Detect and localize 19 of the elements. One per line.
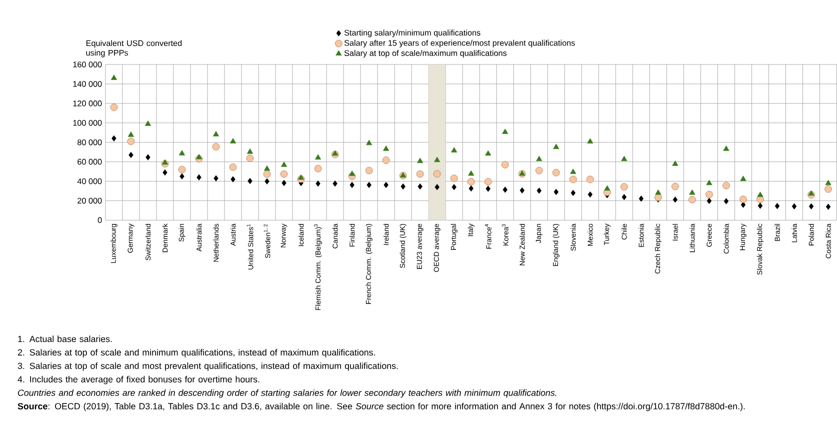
y-tick-label: 160 000 (73, 62, 102, 68)
text: 2. Salaries at top of scale and minimum qualifications, instead of maximum qualifications. (18, 349, 375, 358)
y-tick-label: 20 000 (78, 198, 102, 204)
y-tick-label: 100 000 (73, 120, 102, 126)
text: Countries and economies are ranked in descending order of starting salaries for lower secondary teachers with minimum qualifications. (18, 389, 556, 398)
y-tick-label: 80 000 (78, 139, 102, 146)
legend-label: Starting salary/minimum qualifications (344, 30, 480, 38)
text: Source: OECD (2019), Table D3.1a, Tables D3.1c and D3.6, available on line. See Source section for more information and Annex 3 for notes (https://doi.org/10.1787/f8d7880d-en.). (18, 402, 745, 412)
y-tick-label: 0 (98, 217, 102, 224)
y-tick-label: 40 000 (77, 178, 102, 184)
y-axis-title: Equivalent USD converted using PPPs (86, 40, 182, 58)
legend-label: Salary after 15 years of experience/most prevalent qualifications (344, 40, 575, 48)
y-tick-label: 120 000 (73, 100, 102, 106)
text: 1. Actual base salaries. (18, 336, 112, 342)
text: 3. Salaries at top of scale and most prevalent qualifications, instead of maximum qualifications. (18, 362, 398, 371)
legend-label: Salary at top of scale/maximum qualifications (344, 50, 507, 58)
y-tick-label: 60 000 (78, 158, 102, 165)
text: 4. Includes the average of fixed bonuses for overtime hours. (18, 376, 260, 384)
y-tick-label: 140 000 (73, 81, 102, 87)
